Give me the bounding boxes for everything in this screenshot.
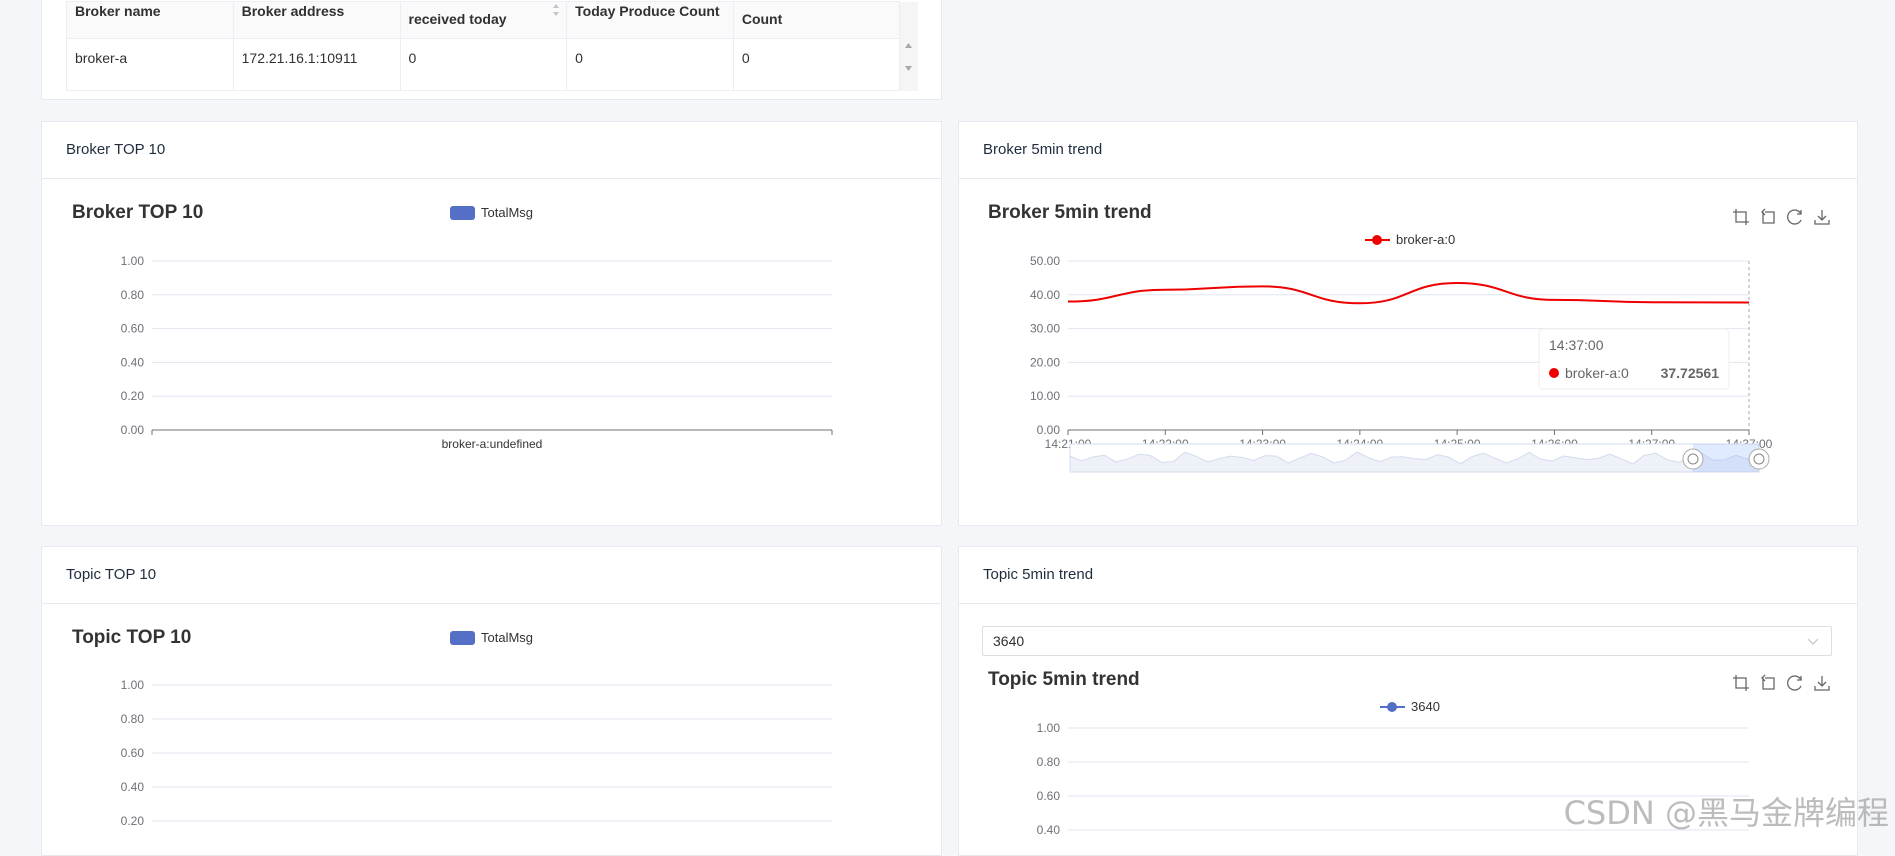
legend-label: 3640	[1411, 699, 1440, 714]
chart-title: Broker 5min trend	[988, 202, 1152, 223]
download-icon[interactable]	[1813, 208, 1831, 226]
y-tick-label: 1.00	[121, 254, 145, 268]
y-tick-label: 1.00	[1037, 721, 1061, 735]
y-tick-label: 0.60	[1037, 789, 1061, 803]
table-scrollbar-top	[899, 1, 918, 39]
tooltip-time: 14:37:00	[1549, 337, 1604, 353]
tooltip-dot	[1549, 368, 1559, 378]
zoom-icon[interactable]	[1732, 208, 1750, 226]
y-tick-label: 20.00	[1030, 355, 1060, 369]
download-icon[interactable]	[1813, 674, 1831, 692]
series-line	[1067, 281, 1750, 305]
cell-received-today: 0	[399, 38, 568, 91]
tooltip-box	[1538, 328, 1730, 390]
tooltip-value: 37.72561	[1661, 365, 1720, 381]
legend-line-icon	[1380, 700, 1405, 714]
y-tick-label: 40.00	[1030, 288, 1060, 302]
watermark: CSDN @黑马金牌编程	[1563, 794, 1889, 832]
topic-trend-chart: 0.40 0.60 0.80 1.00	[1037, 721, 1749, 837]
legend-swatch	[450, 630, 475, 645]
tooltip-series: broker-a:0	[1565, 365, 1629, 381]
datazoom-handle-inner	[1687, 453, 1699, 465]
chart-toolbox	[1732, 674, 1831, 692]
table-row: broker-a 172.21.16.1:10911 0 0 0	[66, 38, 918, 91]
topic-select[interactable]: 3640	[982, 626, 1832, 656]
refresh-icon[interactable]	[1786, 674, 1804, 692]
datazoom-handle	[1748, 448, 1770, 470]
broker-top10-card: Broker TOP 10 Broker TOP 10 TotalMsg 0.0…	[41, 121, 942, 526]
y-tick-label: 0.60	[121, 746, 145, 760]
topic-select-value: 3640	[993, 633, 1025, 649]
scroll-arrows-icon[interactable]	[900, 39, 917, 77]
y-tick-label: 0.60	[121, 322, 145, 336]
legend-line-icon	[1365, 233, 1390, 247]
col-header-received-today[interactable]: received today	[399, 1, 568, 39]
topic-top10-chart: 0.20 0.40 0.60 0.80 1.00	[121, 678, 832, 828]
datazoom-selected	[1693, 444, 1759, 472]
zoom-icon[interactable]	[1732, 674, 1750, 692]
col-header-broker-address[interactable]: Broker address	[232, 1, 401, 39]
topic-top10-card: Topic TOP 10 Topic TOP 10 TotalMsg 0.20 0…	[41, 546, 942, 856]
y-tick-label: 0.80	[121, 288, 145, 302]
col-header-today-produce-count[interactable]: Today Produce Count	[566, 1, 734, 39]
topic-trend-card: Topic 5min trend Topic 5min trend 3640 0…	[958, 546, 1858, 856]
chart-title: Topic 5min trend	[988, 669, 1140, 690]
table-scrollbar[interactable]	[899, 38, 918, 91]
zoom-reset-icon[interactable]	[1759, 674, 1777, 692]
cell-broker-name: broker-a	[66, 38, 234, 91]
card-title: Broker 5min trend	[959, 122, 1857, 179]
refresh-icon[interactable]	[1786, 208, 1804, 226]
legend-swatch	[450, 205, 475, 220]
y-tick-label: 0.00	[1037, 423, 1061, 437]
y-tick-label: 50.00	[1030, 254, 1060, 268]
card-title: Broker TOP 10	[42, 122, 941, 179]
chart-legend[interactable]: TotalMsg	[450, 205, 533, 220]
y-tick-label: 30.00	[1030, 322, 1060, 336]
y-tick-label: 1.00	[121, 678, 145, 692]
legend-label: broker-a:0	[1396, 232, 1456, 247]
y-tick-label: 0.40	[121, 780, 145, 794]
col-header-count[interactable]: Count	[732, 1, 901, 39]
cell-broker-address: 172.21.16.1:10911	[232, 38, 401, 91]
chart-legend[interactable]: TotalMsg	[450, 630, 533, 645]
broker-table: Broker name Broker address received toda…	[66, 1, 918, 91]
y-tick-label: 0.80	[121, 712, 145, 726]
col-header-broker-name[interactable]: Broker name	[66, 1, 234, 39]
datazoom-preview	[1069, 451, 1760, 473]
chart-legend[interactable]: broker-a:0	[1365, 232, 1455, 247]
y-tick-label: 0.40	[1037, 823, 1061, 837]
legend-label: TotalMsg	[481, 205, 534, 220]
y-tick-label: 0.20	[121, 389, 145, 403]
broker-trend-chart: 0.0010.0020.0030.0040.0050.0014:21:0014:…	[1030, 254, 1773, 473]
chart-title: Topic TOP 10	[72, 627, 192, 648]
y-tick-label: 0.20	[121, 814, 145, 828]
chart-toolbox	[1732, 208, 1831, 226]
zoom-reset-icon[interactable]	[1759, 208, 1777, 226]
x-tick-label: broker-a:undefined	[442, 437, 543, 451]
chart-legend[interactable]: 3640	[1380, 699, 1440, 714]
card-title: Topic TOP 10	[42, 547, 941, 604]
table-header-row: Broker name Broker address received toda…	[66, 1, 918, 39]
broker-trend-card: Broker 5min trend Broker 5min trend brok…	[958, 121, 1858, 526]
y-tick-label: 0.00	[121, 423, 145, 437]
broker-top10-chart: 0.00 0.20 0.40 0.60 0.80 1.00 broker-a:undefin…	[121, 254, 833, 451]
y-tick-label: 0.40	[121, 355, 145, 369]
y-tick-label: 0.80	[1037, 755, 1061, 769]
datazoom-handle	[1682, 448, 1704, 470]
datazoom-handle-inner	[1753, 453, 1765, 465]
legend-label: TotalMsg	[481, 630, 534, 645]
cell-count: 0	[732, 38, 901, 91]
sort-caret-icon[interactable]	[552, 3, 560, 17]
cell-today-produce-count: 0	[566, 38, 734, 91]
chevron-down-icon	[1807, 638, 1819, 645]
card-title: Topic 5min trend	[959, 547, 1857, 604]
y-tick-label: 10.00	[1030, 389, 1060, 403]
chart-title: Broker TOP 10	[72, 202, 204, 223]
broker-table-card: Broker name Broker address received toda…	[41, 0, 942, 100]
